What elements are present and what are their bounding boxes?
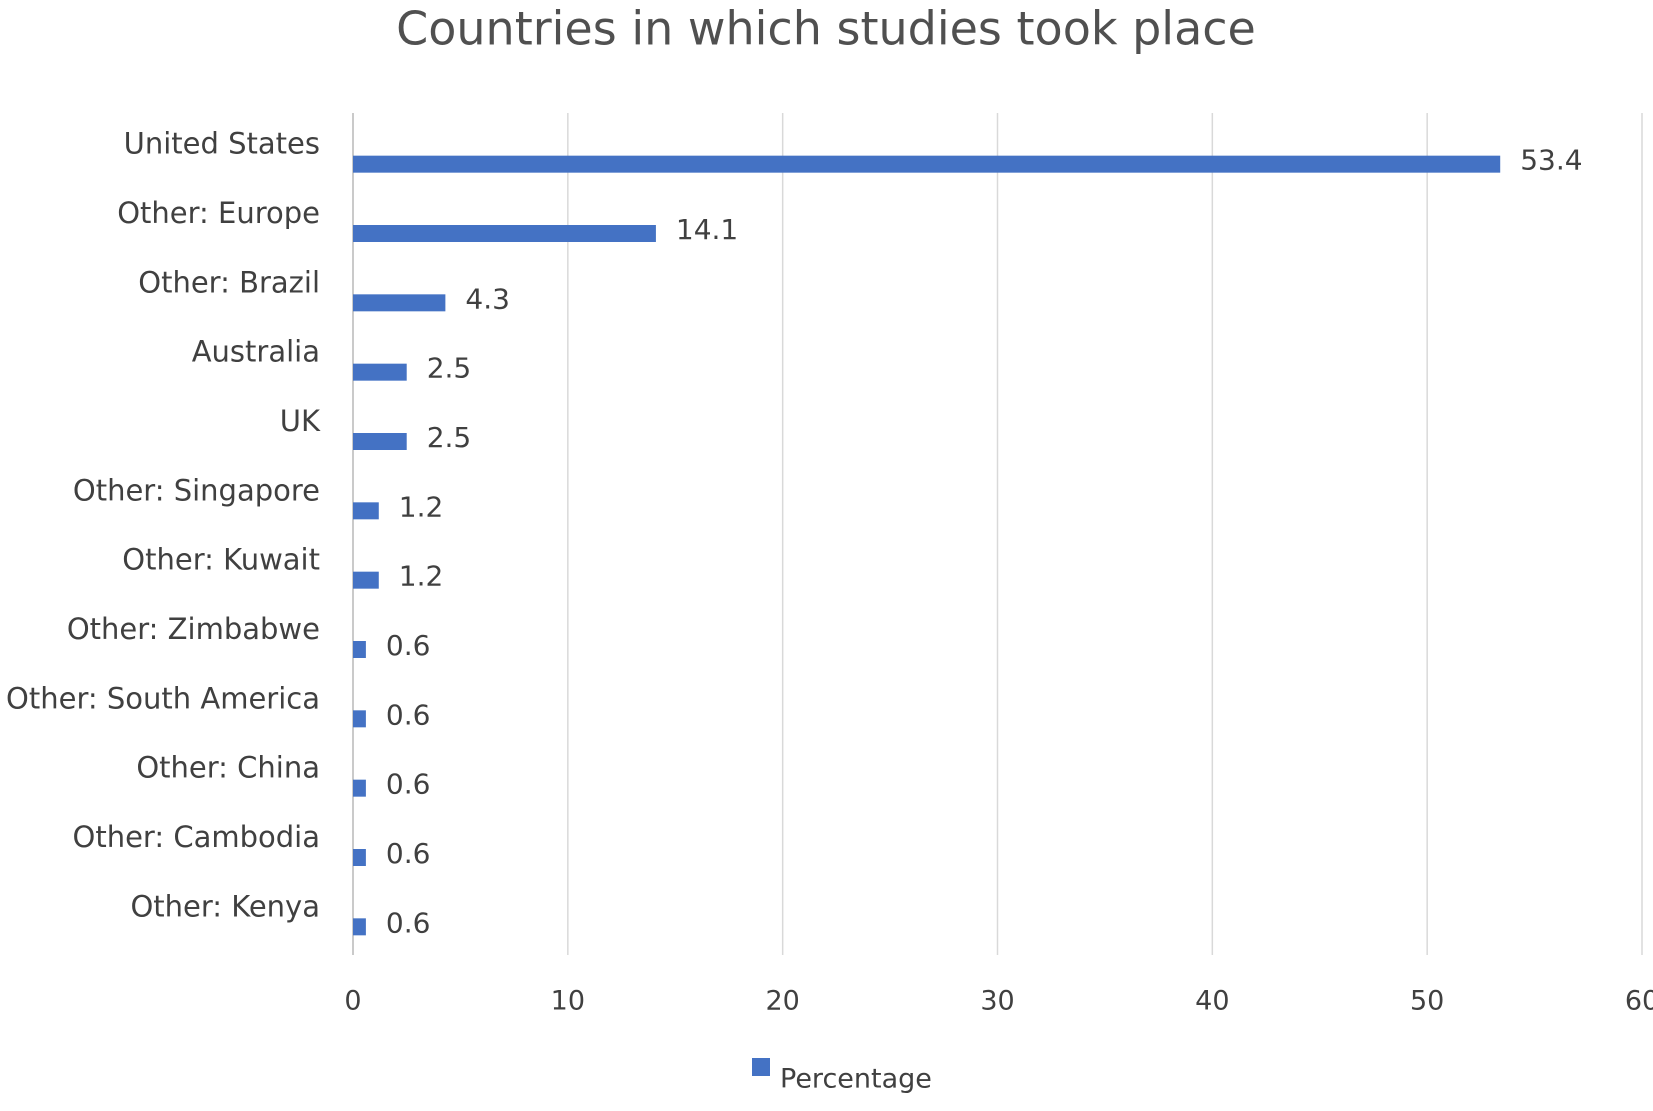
bar (353, 849, 366, 866)
legend-label: Percentage (780, 1064, 932, 1095)
data-label: 2.5 (427, 352, 472, 385)
y-tick-label: Other: China (136, 751, 320, 785)
data-label: 0.6 (386, 768, 431, 801)
y-tick-label: Other: Cambodia (73, 820, 320, 854)
y-tick-label: Other: Brazil (138, 265, 320, 299)
bar (353, 571, 379, 589)
bar (353, 710, 366, 728)
y-tick-label: Other: Kuwait (122, 543, 320, 577)
data-label: 0.6 (386, 698, 431, 731)
data-label: 4.3 (465, 282, 510, 315)
bar (353, 779, 366, 797)
y-tick-label: Other: Zimbabwe (67, 612, 320, 646)
bar (353, 363, 407, 381)
x-tick-label: 40 (1195, 986, 1229, 1017)
y-tick-label: Australia (192, 335, 320, 369)
data-label: 0.6 (386, 837, 431, 870)
data-label: 2.5 (427, 421, 472, 454)
data-label: 14.1 (676, 213, 738, 246)
data-label: 0.6 (386, 629, 431, 662)
x-tick-label: 30 (980, 986, 1014, 1017)
bar (353, 433, 407, 450)
y-tick-label: United States (124, 127, 320, 161)
y-tick-label: UK (280, 404, 321, 438)
chart-title: Countries in which studies took place (396, 2, 1256, 56)
y-tick-label: Other: South America (6, 681, 320, 715)
data-label: 0.6 (386, 906, 431, 939)
x-tick-label: 20 (765, 986, 799, 1017)
y-tick-label: Other: Kenya (130, 889, 320, 923)
x-tick-label: 0 (344, 986, 361, 1017)
data-label: 53.4 (1520, 144, 1582, 177)
data-label: 1.2 (399, 490, 444, 523)
bar (353, 918, 366, 936)
y-tick-label: Other: Europe (117, 196, 320, 230)
x-tick-label: 10 (551, 986, 585, 1017)
bar (353, 225, 656, 242)
x-tick-label: 60 (1625, 986, 1653, 1017)
x-tick-label: 50 (1410, 986, 1444, 1017)
bar (353, 155, 1501, 173)
y-tick-label: Other: Singapore (73, 473, 320, 507)
data-label: 1.2 (399, 560, 444, 593)
bar (353, 502, 379, 520)
bar (353, 294, 446, 312)
legend-swatch (752, 1058, 770, 1076)
bar (353, 641, 366, 658)
